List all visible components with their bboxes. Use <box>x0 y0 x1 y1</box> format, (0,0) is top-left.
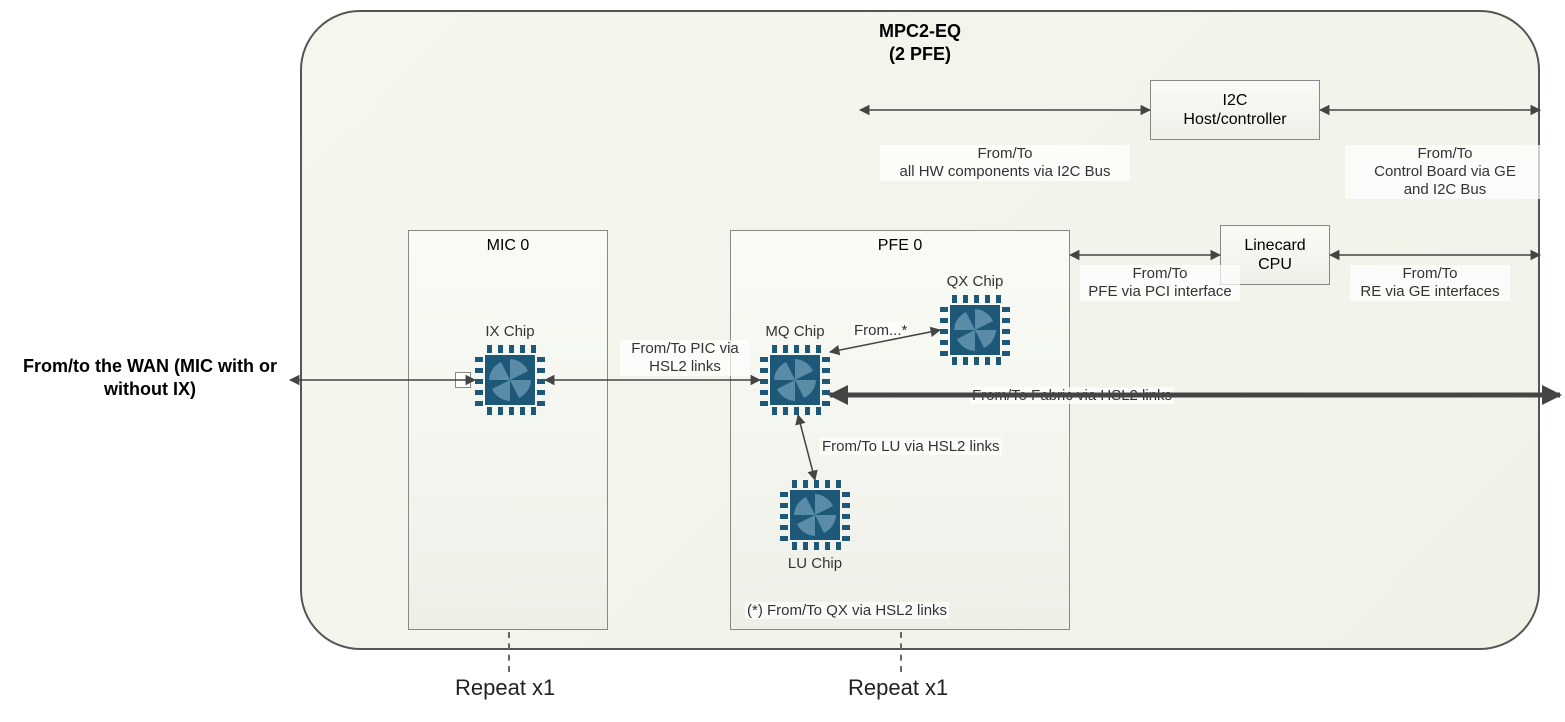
note-hsl2-qx: (*) From/To QX via HSL2 links <box>745 602 949 619</box>
note-from-star: From...* <box>852 322 909 339</box>
lu-chip-icon: LU Chip <box>780 480 850 550</box>
note-re-ge-l1: From/To <box>1402 265 1457 282</box>
i2c-line1: I2C <box>1223 92 1248 109</box>
pfe-label: PFE 0 <box>731 231 1069 261</box>
pfe-dash <box>900 632 902 672</box>
note-re-ge: From/To RE via GE interfaces <box>1350 265 1510 301</box>
cpu-line1: Linecard <box>1244 237 1305 254</box>
note-hsl2-lu: From/To LU via HSL2 links <box>820 438 1002 455</box>
mq-chip-label: MQ Chip <box>760 323 830 340</box>
note-i2c-bus-l1: From/To <box>977 145 1032 162</box>
pfe-repeat-label: Repeat x1 <box>848 675 948 701</box>
mq-chip-icon: MQ Chip <box>760 345 830 415</box>
ix-chip-label: IX Chip <box>475 323 545 340</box>
i2c-box: I2C Host/controller <box>1150 80 1320 140</box>
note-i2c-bus: From/To all HW components via I2C Bus <box>880 145 1130 181</box>
wan-line2: without IX) <box>104 379 196 399</box>
qx-chip-label: QX Chip <box>940 273 1010 290</box>
i2c-label: I2C Host/controller <box>1183 91 1286 129</box>
cpu-label: Linecard CPU <box>1244 236 1305 274</box>
wan-label: From/to the WAN (MIC with or without IX) <box>0 355 300 402</box>
note-pfe-pci-l2: PFE via PCI interface <box>1088 283 1231 300</box>
mic-box: MIC 0 <box>408 230 608 630</box>
mic-repeat-label: Repeat x1 <box>455 675 555 701</box>
note-re-ge-l2: RE via GE interfaces <box>1360 283 1499 300</box>
port-icon <box>455 372 471 388</box>
mic-dash <box>508 632 510 672</box>
note-hsl2-pic: From/To PIC via HSL2 links <box>620 340 750 376</box>
qx-chip-icon: QX Chip <box>940 295 1010 365</box>
diagram-title: MPC2-EQ (2 PFE) <box>302 20 1538 67</box>
cpu-line2: CPU <box>1258 256 1292 273</box>
note-cb-l1: From/To <box>1417 145 1472 162</box>
note-pfe-pci-l1: From/To <box>1132 265 1187 282</box>
note-cb-ge-i2c: From/To Control Board via GE and I2C Bus <box>1345 145 1545 199</box>
note-fabric: From/To Fabric via HSL2 links <box>970 387 1174 404</box>
note-cb-l3: and I2C Bus <box>1404 181 1487 198</box>
wan-line1: From/to the WAN (MIC with or <box>23 356 277 376</box>
ix-chip-icon: IX Chip <box>475 345 545 415</box>
note-hsl2-pic-text: From/To PIC via HSL2 links <box>631 340 739 375</box>
title-line1: MPC2-EQ <box>879 21 961 41</box>
title-line2: (2 PFE) <box>889 44 951 64</box>
note-cb-l2: Control Board via GE <box>1374 163 1516 180</box>
mic-label: MIC 0 <box>409 231 607 261</box>
i2c-line2: Host/controller <box>1183 111 1286 128</box>
note-pfe-pci: From/To PFE via PCI interface <box>1080 265 1240 301</box>
note-i2c-bus-l2: all HW components via I2C Bus <box>900 163 1111 180</box>
lu-chip-label: LU Chip <box>780 555 850 572</box>
